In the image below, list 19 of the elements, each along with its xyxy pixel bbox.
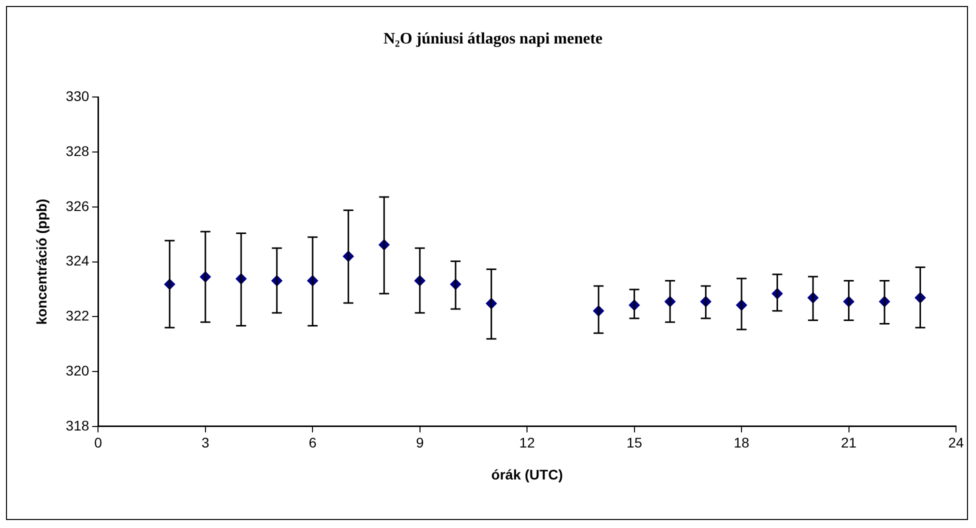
x-tick-label: 21	[840, 434, 857, 451]
x-tick-label: 18	[734, 434, 750, 451]
x-tick-label: 24	[948, 434, 964, 451]
y-tick-label: 326	[66, 198, 90, 214]
x-tick-label: 15	[626, 434, 642, 451]
y-tick-label: 330	[66, 88, 90, 104]
x-axis-title: órák (UTC)	[491, 466, 563, 482]
x-tick-label: 12	[519, 434, 536, 451]
y-tick-label: 322	[66, 308, 90, 324]
x-tick-label: 3	[201, 434, 210, 451]
x-tick-label: 6	[308, 434, 317, 451]
y-axis-title: koncentráció (ppb)	[33, 198, 50, 325]
x-tick-label: 9	[416, 434, 424, 451]
chart-title: N₂O júniusi átlagos napi menete	[383, 30, 603, 48]
y-tick-label: 320	[66, 362, 90, 378]
y-tick-label: 328	[66, 142, 90, 159]
x-tick-label: 0	[94, 434, 102, 451]
y-tick-label: 318	[66, 417, 90, 434]
y-tick-label: 324	[66, 252, 90, 269]
